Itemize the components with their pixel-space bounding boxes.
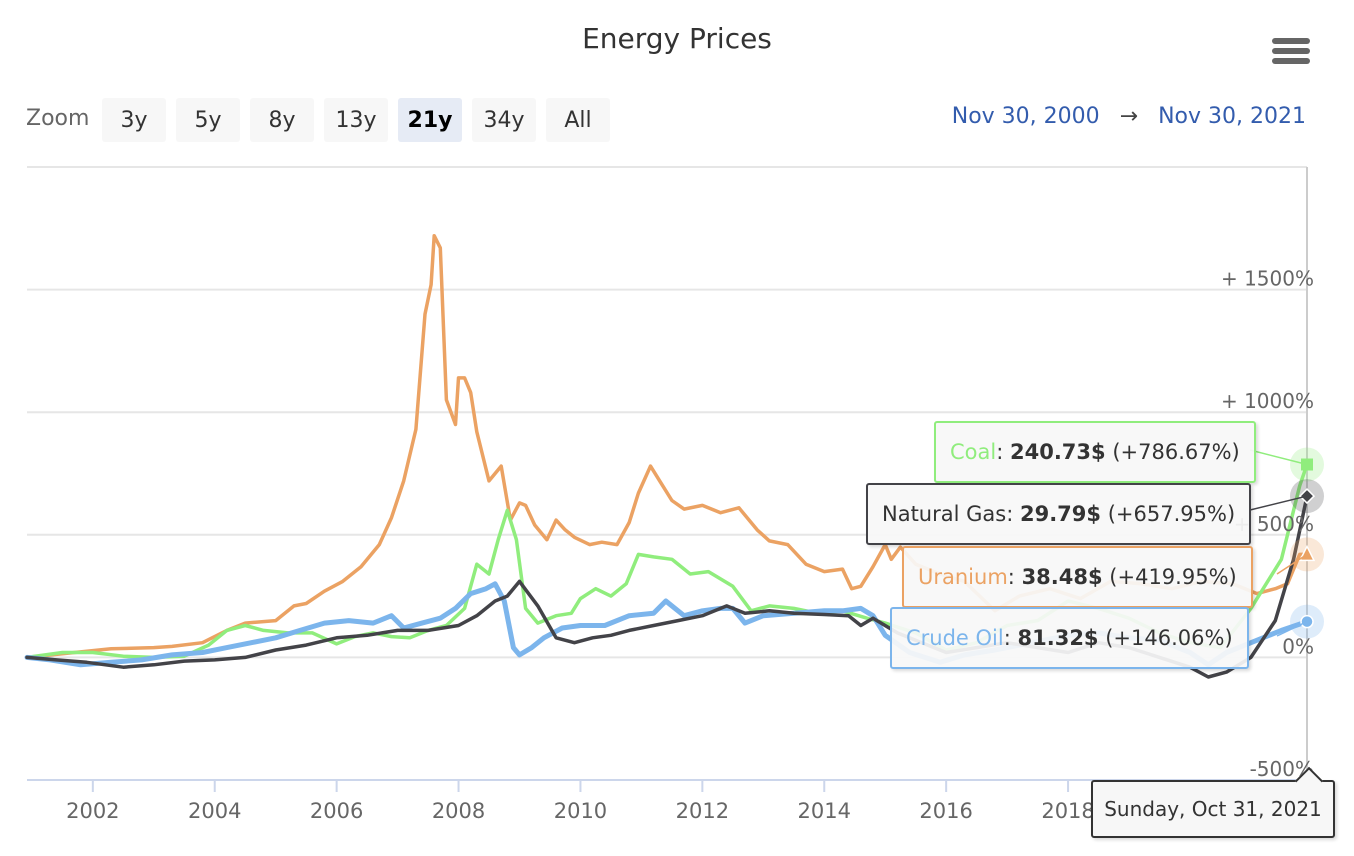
x-tick-label: 2016 — [919, 799, 972, 823]
x-tick-label: 2004 — [188, 799, 241, 823]
x-tick-label: 2002 — [66, 799, 119, 823]
range-arrow-icon: → — [1119, 104, 1139, 129]
zoom-8y-button[interactable]: 8y — [250, 98, 314, 142]
tooltip-value: 38.48$ — [1021, 565, 1103, 589]
tooltip-uranium: Uranium: 38.48$ (+419.95%) — [902, 546, 1253, 608]
tooltip-value: 240.73$ — [1009, 440, 1106, 464]
tooltip-connector — [1276, 553, 1308, 575]
y-tick-label: + 1500% — [1221, 267, 1314, 291]
tooltip-connector — [1249, 495, 1308, 511]
tooltip-natural-gas: Natural Gas: 29.79$ (+657.95%) — [866, 483, 1252, 545]
y-tick-label: 0% — [1282, 634, 1314, 658]
tooltip-connector — [1249, 449, 1308, 466]
hamburger-menu-icon[interactable] — [1272, 38, 1310, 68]
range-selector-buttons: 3y 5y 8y 13y 21y 34y All — [102, 98, 610, 142]
tooltip-change: (+146.06%) — [1105, 626, 1233, 650]
x-tick-label: 2010 — [554, 799, 607, 823]
chart-title: Energy Prices — [582, 22, 772, 55]
x-tick-label: 2006 — [310, 799, 363, 823]
tooltip-series-name: Uranium — [918, 565, 1008, 589]
range-from-input[interactable]: Nov 30, 2000 — [951, 104, 1100, 129]
zoom-34y-button[interactable]: 34y — [472, 98, 536, 142]
tooltip-crude-oil: Crude Oil: 81.32$ (+146.06%) — [890, 607, 1249, 669]
y-tick-label: + 1000% — [1221, 389, 1314, 413]
tooltip-value: 29.79$ — [1019, 502, 1102, 526]
tooltip-value: 81.32$ — [1017, 626, 1099, 650]
x-tick-label: 2018 — [1041, 799, 1094, 823]
tooltip-series-name: Coal — [950, 440, 997, 464]
tooltip-connector — [1276, 620, 1308, 637]
range-to-input[interactable]: Nov 30, 2021 — [1158, 104, 1306, 129]
tooltip-coal: Coal: 240.73$ (+786.67%) — [934, 421, 1256, 483]
x-tick-label: 2012 — [676, 799, 729, 823]
tooltip-change: (+419.95%) — [1109, 565, 1237, 589]
zoom-21y-button[interactable]: 21y — [398, 98, 462, 142]
zoom-3y-button[interactable]: 3y — [102, 98, 166, 142]
x-tick-label: 2014 — [798, 799, 851, 823]
tooltip-date: Sunday, Oct 31, 2021 — [1091, 780, 1335, 838]
x-tick-label: 2008 — [432, 799, 485, 823]
zoom-all-button[interactable]: All — [546, 98, 610, 142]
date-range: Nov 30, 2000 → Nov 30, 2021 — [952, 104, 1306, 129]
zoom-13y-button[interactable]: 13y — [324, 98, 388, 142]
zoom-label: Zoom — [26, 106, 90, 131]
zoom-5y-button[interactable]: 5y — [176, 98, 240, 142]
tooltip-series-name: Crude Oil — [906, 626, 1004, 650]
tooltip-series-name: Natural Gas — [882, 502, 1007, 526]
tooltip-change: (+657.95%) — [1107, 502, 1236, 526]
tooltip-change: (+786.67%) — [1112, 440, 1240, 464]
